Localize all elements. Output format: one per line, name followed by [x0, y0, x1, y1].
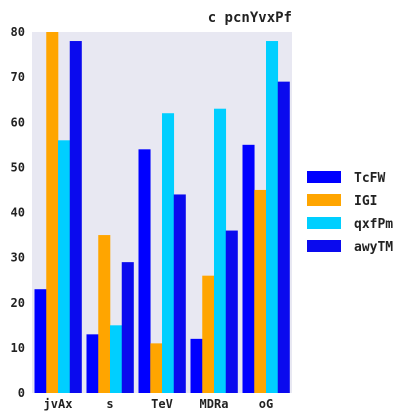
bar-awyTM-MDRa	[226, 231, 238, 393]
legend-swatch-awyTM	[307, 240, 341, 252]
bar-awyTM-jvAx	[70, 41, 82, 393]
x-tick-label: jvAx	[44, 397, 73, 411]
bar-TcFW-s	[87, 334, 99, 393]
bar-IGI-oG	[254, 190, 266, 393]
bar-qxfPm-oG	[266, 41, 278, 393]
bar-IGI-s	[98, 235, 110, 393]
bar-TcFW-TeV	[139, 149, 151, 393]
bar-awyTM-oG	[278, 82, 290, 393]
bar-TcFW-MDRa	[191, 339, 203, 393]
bar-qxfPm-jvAx	[58, 140, 70, 393]
y-tick-label: 10	[11, 341, 25, 355]
y-tick-label: 40	[11, 206, 25, 220]
x-axis-ticks: jvAx s TeV MDRa oG	[44, 397, 274, 411]
legend-label-awyTM: awyTM	[354, 240, 393, 255]
legend-swatch-IGI	[307, 194, 341, 206]
legend-label-TcFW: TcFW	[354, 171, 385, 186]
x-tick-label: oG	[259, 397, 273, 411]
y-tick-label: 20	[11, 296, 25, 310]
legend-swatch-TcFW	[307, 171, 341, 183]
bar-TcFW-oG	[243, 145, 255, 393]
bar-qxfPm-TeV	[162, 113, 174, 393]
bar-qxfPm-s	[110, 325, 122, 393]
bar-IGI-TeV	[150, 343, 162, 393]
y-tick-label: 0	[18, 386, 25, 400]
chart-title: c pcnYvxPf	[208, 10, 292, 26]
y-axis-ticks: 0 10 20 30 40 50 60 70 80	[11, 25, 25, 400]
bar-awyTM-TeV	[174, 194, 186, 393]
legend-swatch-qxfPm	[307, 217, 341, 229]
y-tick-label: 50	[11, 160, 25, 174]
y-tick-label: 30	[11, 251, 25, 265]
bar-awyTM-s	[122, 262, 134, 393]
legend-label-IGI: IGI	[354, 194, 377, 209]
bar-TcFW-jvAx	[35, 289, 47, 393]
y-tick-label: 80	[11, 25, 25, 39]
y-tick-label: 70	[11, 70, 25, 84]
bar-IGI-MDRa	[202, 276, 214, 393]
y-tick-label: 60	[11, 115, 25, 129]
bar-qxfPm-MDRa	[214, 109, 226, 393]
x-tick-label: MDRa	[200, 397, 229, 411]
x-tick-label: s	[106, 397, 113, 411]
x-tick-label: TeV	[151, 397, 173, 411]
legend-label-qxfPm: qxfPm	[354, 217, 393, 232]
bar-IGI-jvAx	[46, 32, 58, 393]
legend: TcFW IGI qxfPm awyTM	[307, 171, 393, 255]
